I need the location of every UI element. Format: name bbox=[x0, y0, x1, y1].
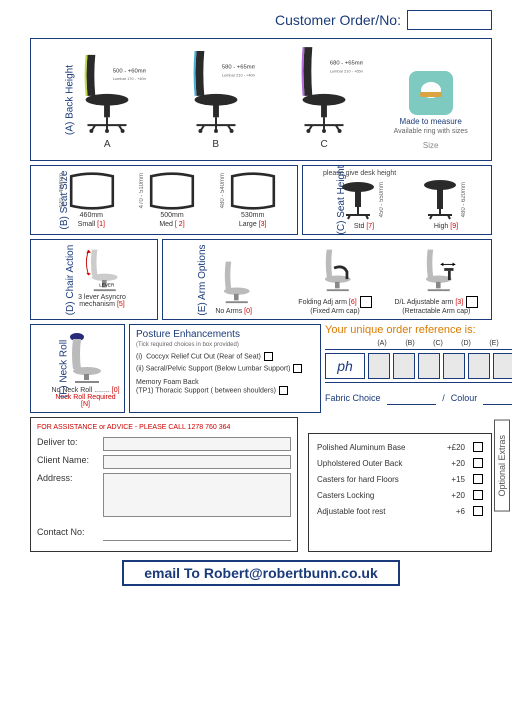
chair-b-caption: B bbox=[177, 139, 255, 150]
desk-hint: please give desk height bbox=[323, 170, 487, 177]
extra-4-checkbox[interactable] bbox=[473, 506, 483, 516]
svg-text:Lumbar 210 - +40mm: Lumbar 210 - +40mm bbox=[222, 72, 255, 77]
sacral-checkbox[interactable] bbox=[293, 364, 302, 373]
contact-label: Contact No: bbox=[37, 527, 99, 537]
footer-email: email To Robert@robertbunn.co.uk bbox=[122, 560, 400, 586]
seat-med: 470 - 510mm 500mm Med [ 2] bbox=[139, 170, 204, 228]
client-label: Client Name: bbox=[37, 455, 99, 465]
optional-extras-tab: Optional Extras bbox=[494, 420, 510, 512]
chair-icon: 580 - +65mm Lumbar 210 - +40mm bbox=[177, 45, 255, 135]
assist-text: FOR ASSISTANCE or ADVICE - PLEASE CALL 1… bbox=[37, 424, 291, 431]
ref-d[interactable] bbox=[443, 353, 465, 379]
coccyx-checkbox[interactable] bbox=[264, 352, 273, 361]
address-label: Address: bbox=[37, 473, 99, 483]
svg-text:580 - +65mm: 580 - +65mm bbox=[222, 65, 255, 71]
extra-3-checkbox[interactable] bbox=[473, 490, 483, 500]
ref-e[interactable] bbox=[468, 353, 490, 379]
ref-prefix: ph bbox=[325, 353, 365, 379]
arm-folding: Folding Adj arm [6] (Fixed Arm cap) bbox=[284, 244, 385, 315]
svg-text:Lumbar 210 - +65mm: Lumbar 210 - +65mm bbox=[330, 68, 363, 73]
optional-extras-box: Polished Aluminum Base+£20 Upholstered O… bbox=[308, 433, 492, 552]
chair-c: 680 - +65mm Lumbar 210 - +65mm C bbox=[285, 45, 363, 150]
ref-c[interactable] bbox=[418, 353, 440, 379]
contact-input[interactable] bbox=[103, 527, 291, 541]
chair-icon: 680 - +65mm Lumbar 210 - +65mm bbox=[285, 45, 363, 135]
section-chair-action: (D) Chair Action LEVER 3 lever Asyncro m… bbox=[30, 239, 158, 320]
section-e-label: (E) Arm Options bbox=[197, 244, 208, 315]
arm-adj-checkbox[interactable] bbox=[466, 296, 478, 308]
posture-title: Posture Enhancements bbox=[136, 329, 314, 340]
fabric-input[interactable] bbox=[387, 391, 437, 405]
order-reference: Your unique order reference is: (A) (B) … bbox=[325, 324, 512, 413]
extra-0-checkbox[interactable] bbox=[473, 442, 483, 452]
section-neck-roll: (F) Neck Roll No Neck Roll ........ [0] … bbox=[30, 324, 125, 413]
fabric-label: Fabric Choice bbox=[325, 393, 381, 403]
order-no-input[interactable] bbox=[407, 10, 492, 30]
svg-text:680 - +65mm: 680 - +65mm bbox=[330, 61, 363, 67]
deliver-label: Deliver to: bbox=[37, 437, 99, 447]
arm-adjustable: D/L Adjustable arm [3] (Retractable Arm … bbox=[386, 244, 487, 315]
measure-icon bbox=[409, 71, 453, 115]
measure-title: Made to measure bbox=[394, 117, 468, 126]
svg-text:500 - +60mm: 500 - +60mm bbox=[113, 68, 146, 74]
chair-a-caption: A bbox=[68, 139, 146, 150]
chair-icon: 500 - +60mm Lumbar 170 - +40mm bbox=[68, 45, 146, 135]
size-label: Size bbox=[394, 141, 468, 150]
order-no-label: Customer Order/No: bbox=[275, 12, 401, 28]
svg-text:LEVER: LEVER bbox=[99, 282, 115, 287]
ref-f[interactable] bbox=[493, 353, 512, 379]
extra-1-checkbox[interactable] bbox=[473, 458, 483, 468]
extra-2-checkbox[interactable] bbox=[473, 474, 483, 484]
section-seat-size: (B) Seat Size 420 - 490mm 460mm Small [1… bbox=[30, 165, 298, 235]
colour-input[interactable] bbox=[483, 391, 512, 405]
memory-checkbox[interactable] bbox=[279, 386, 288, 395]
seat-large: 480 - 540mm 530mm Large [3] bbox=[220, 170, 285, 228]
section-arm-options: (E) Arm Options No Arms [0] Folding Adj … bbox=[162, 239, 492, 320]
deliver-input[interactable] bbox=[103, 437, 291, 451]
section-a-label: (A) Back Height bbox=[65, 64, 76, 134]
section-c-label: (C) Seat Height bbox=[336, 166, 347, 235]
made-to-measure: Made to measure Available ring with size… bbox=[394, 71, 468, 150]
section-d-label: (D) Chair Action bbox=[65, 244, 76, 315]
arm-folding-checkbox[interactable] bbox=[360, 296, 372, 308]
section-seat-height: (C) Seat Height please give desk height … bbox=[302, 165, 492, 235]
section-posture: Posture Enhancements (Tick required choi… bbox=[129, 324, 321, 413]
svg-text:Lumbar 170 - +40mm: Lumbar 170 - +40mm bbox=[113, 76, 146, 81]
stool-high: 480 - 620mm High [9] bbox=[420, 179, 473, 230]
order-ref-title: Your unique order reference is: bbox=[325, 324, 512, 336]
ref-b[interactable] bbox=[393, 353, 415, 379]
delivery-box: FOR ASSISTANCE or ADVICE - PLEASE CALL 1… bbox=[30, 417, 298, 552]
chair-action-icon: LEVER bbox=[79, 244, 125, 294]
measure-subtitle: Available ring with sizes bbox=[394, 128, 468, 135]
section-back-height: (A) Back Height 500 - +60mm Lumbar 170 -… bbox=[30, 38, 492, 161]
colour-label: Colour bbox=[451, 393, 478, 403]
address-input[interactable] bbox=[103, 473, 291, 517]
chair-c-caption: C bbox=[285, 139, 363, 150]
ref-a[interactable] bbox=[368, 353, 390, 379]
client-input[interactable] bbox=[103, 455, 291, 469]
section-f-label: (F) Neck Roll bbox=[59, 339, 70, 397]
chair-a: 500 - +60mm Lumbar 170 - +40mm A bbox=[68, 45, 146, 150]
chair-b: 580 - +65mm Lumbar 210 - +40mm B bbox=[177, 45, 255, 150]
